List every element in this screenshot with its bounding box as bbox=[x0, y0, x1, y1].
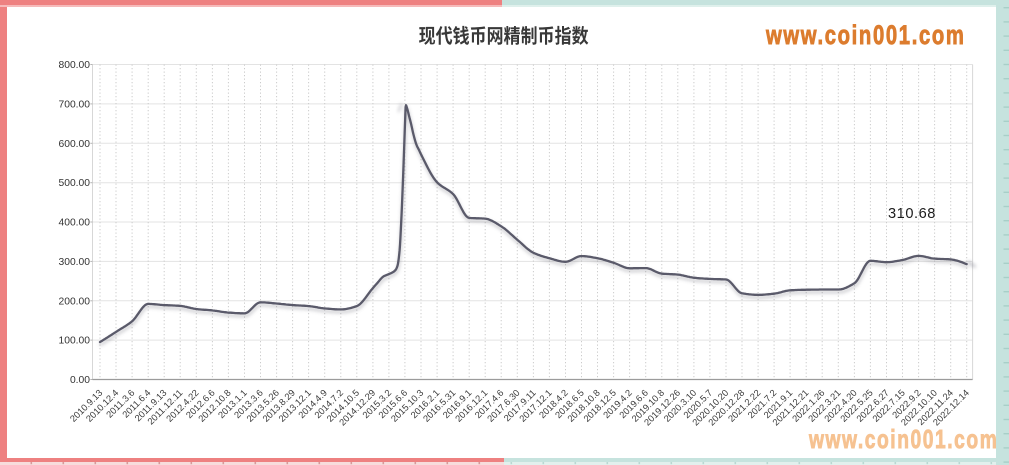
svg-text:600.00: 600.00 bbox=[59, 139, 91, 150]
svg-text:310.68: 310.68 bbox=[888, 206, 936, 222]
svg-text:300.00: 300.00 bbox=[59, 257, 91, 268]
svg-text:400.00: 400.00 bbox=[59, 218, 91, 229]
svg-text:700.00: 700.00 bbox=[59, 100, 91, 111]
svg-text:0.00: 0.00 bbox=[70, 375, 90, 386]
svg-text:100.00: 100.00 bbox=[59, 336, 91, 347]
svg-text:200.00: 200.00 bbox=[59, 296, 91, 307]
svg-text:500.00: 500.00 bbox=[59, 178, 91, 189]
svg-text:800.00: 800.00 bbox=[59, 60, 91, 71]
